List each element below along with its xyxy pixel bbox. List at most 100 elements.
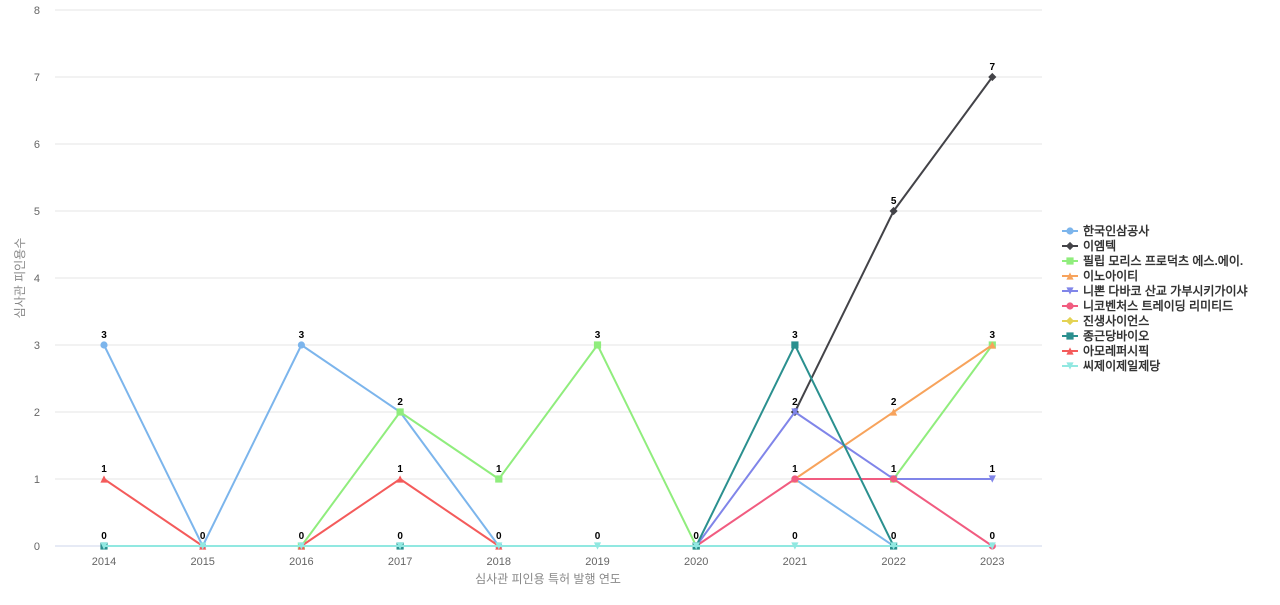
data-point bbox=[396, 408, 404, 416]
legend-label: 필립 모리스 프로덕츠 에스.에이. bbox=[1083, 253, 1243, 268]
series-line bbox=[892, 344, 994, 480]
y-axis: 0 1 2 3 4 5 6 7 8 bbox=[34, 5, 40, 553]
y-tick-label: 0 bbox=[34, 541, 40, 553]
legend-label: 종근당바이오 bbox=[1083, 328, 1149, 343]
data-point bbox=[100, 542, 108, 550]
series-line bbox=[695, 478, 993, 547]
legend-item[interactable]: 아모레퍼시픽 bbox=[1062, 343, 1149, 358]
data-label: 3 bbox=[101, 330, 107, 341]
data-point bbox=[889, 206, 898, 216]
data-point bbox=[396, 475, 404, 483]
legend-item[interactable]: 니코벤처스 트레이딩 리미티드 bbox=[1062, 298, 1233, 313]
x-tick-label: 2014 bbox=[92, 556, 116, 568]
grid-lines bbox=[55, 9, 1042, 547]
square-marker-icon bbox=[1066, 332, 1074, 340]
data-label: 0 bbox=[693, 531, 699, 542]
data-label: 7 bbox=[990, 62, 996, 73]
y-tick-label: 8 bbox=[34, 5, 40, 17]
series-line bbox=[794, 76, 994, 413]
y-tick-label: 3 bbox=[34, 340, 40, 352]
data-label: 1 bbox=[990, 464, 996, 475]
triangle-down-marker-icon bbox=[1066, 362, 1074, 370]
legend-item[interactable]: 이엠텍 bbox=[1062, 238, 1116, 253]
data-point bbox=[692, 542, 700, 550]
data-label: 0 bbox=[990, 531, 996, 542]
legend-item[interactable]: 한국인삼공사 bbox=[1062, 223, 1149, 238]
data-label: 1 bbox=[891, 464, 897, 475]
data-label: 0 bbox=[200, 531, 206, 542]
legend-label: 이노아이티 bbox=[1083, 268, 1138, 283]
legend-item[interactable]: 이노아이티 bbox=[1062, 268, 1138, 283]
data-label: 3 bbox=[595, 330, 601, 341]
data-label: 0 bbox=[299, 531, 305, 542]
data-label: 1 bbox=[397, 464, 403, 475]
x-tick-label: 2019 bbox=[585, 556, 609, 568]
series-씨제이제일제당 bbox=[100, 542, 996, 550]
series-line bbox=[695, 344, 895, 547]
x-tick-label: 2021 bbox=[783, 556, 807, 568]
x-tick-label: 2016 bbox=[289, 556, 313, 568]
circle-marker-icon bbox=[1066, 227, 1074, 235]
x-tick-label: 2017 bbox=[388, 556, 412, 568]
y-tick-label: 6 bbox=[34, 139, 40, 151]
data-point bbox=[791, 542, 799, 550]
y-tick-label: 5 bbox=[34, 206, 40, 218]
data-label: 3 bbox=[299, 330, 305, 341]
triangle-marker-icon bbox=[1066, 347, 1074, 355]
series-필립 모리스 프로덕츠 에스.에이. bbox=[297, 341, 996, 550]
data-label: 0 bbox=[792, 531, 798, 542]
series-line bbox=[300, 344, 698, 547]
data-point bbox=[791, 408, 799, 416]
legend-item[interactable]: 필립 모리스 프로덕츠 에스.에이. bbox=[1062, 253, 1243, 268]
y-axis-title: 심사관 피인용수 bbox=[13, 238, 27, 319]
data-point bbox=[988, 475, 996, 483]
legend-label: 한국인삼공사 bbox=[1083, 223, 1149, 238]
data-label: 3 bbox=[792, 330, 798, 341]
data-point bbox=[495, 475, 503, 483]
series-한국인삼공사 bbox=[100, 341, 898, 550]
legend-label: 씨제이제일제당 bbox=[1083, 358, 1160, 373]
data-point bbox=[593, 542, 602, 550]
data-label: 1 bbox=[496, 464, 502, 475]
data-label: 5 bbox=[891, 196, 897, 207]
series-lines bbox=[100, 72, 997, 550]
data-label: 1 bbox=[101, 464, 107, 475]
x-axis: 2014 2015 2016 2017 2018 2019 2020 2021 2022 2023 bbox=[92, 556, 1005, 568]
y-tick-label: 7 bbox=[34, 72, 40, 84]
data-point bbox=[791, 341, 799, 349]
data-point bbox=[297, 341, 305, 349]
triangle-down-marker-icon bbox=[1066, 287, 1074, 295]
data-point bbox=[988, 72, 997, 82]
series-line bbox=[794, 478, 895, 547]
data-point bbox=[988, 341, 996, 349]
data-point bbox=[890, 475, 898, 483]
data-point bbox=[100, 475, 108, 483]
legend-item[interactable]: 니뽄 다바코 산교 가부시키가이샤 bbox=[1062, 283, 1248, 298]
data-point bbox=[100, 341, 108, 349]
x-tick-label: 2023 bbox=[980, 556, 1004, 568]
legend-item[interactable]: 종근당바이오 bbox=[1062, 328, 1149, 343]
data-label: 1 bbox=[792, 464, 798, 475]
square-marker-icon bbox=[1066, 257, 1074, 265]
legend-label: 니코벤처스 트레이딩 리미티드 bbox=[1083, 298, 1233, 313]
x-axis-title: 심사관 피인용 특허 발행 연도 bbox=[475, 571, 621, 586]
data-label: 0 bbox=[496, 531, 502, 542]
data-point bbox=[791, 475, 799, 483]
x-tick-label: 2020 bbox=[684, 556, 708, 568]
legend-item[interactable]: 씨제이제일제당 bbox=[1062, 358, 1160, 373]
circle-marker-icon bbox=[1066, 302, 1074, 310]
legend-label: 니뽄 다바코 산교 가부시키가이샤 bbox=[1083, 283, 1248, 298]
legend-item[interactable]: 진생사이언스 bbox=[1062, 313, 1149, 328]
series-line bbox=[103, 344, 500, 547]
x-tick-label: 2015 bbox=[190, 556, 214, 568]
legend-label: 이엠텍 bbox=[1083, 238, 1116, 253]
data-point bbox=[495, 542, 503, 550]
data-label: 2 bbox=[397, 397, 403, 408]
data-label: 0 bbox=[101, 531, 107, 542]
data-point bbox=[593, 341, 602, 349]
data-label: 2 bbox=[891, 397, 897, 408]
x-tick-label: 2022 bbox=[881, 556, 905, 568]
